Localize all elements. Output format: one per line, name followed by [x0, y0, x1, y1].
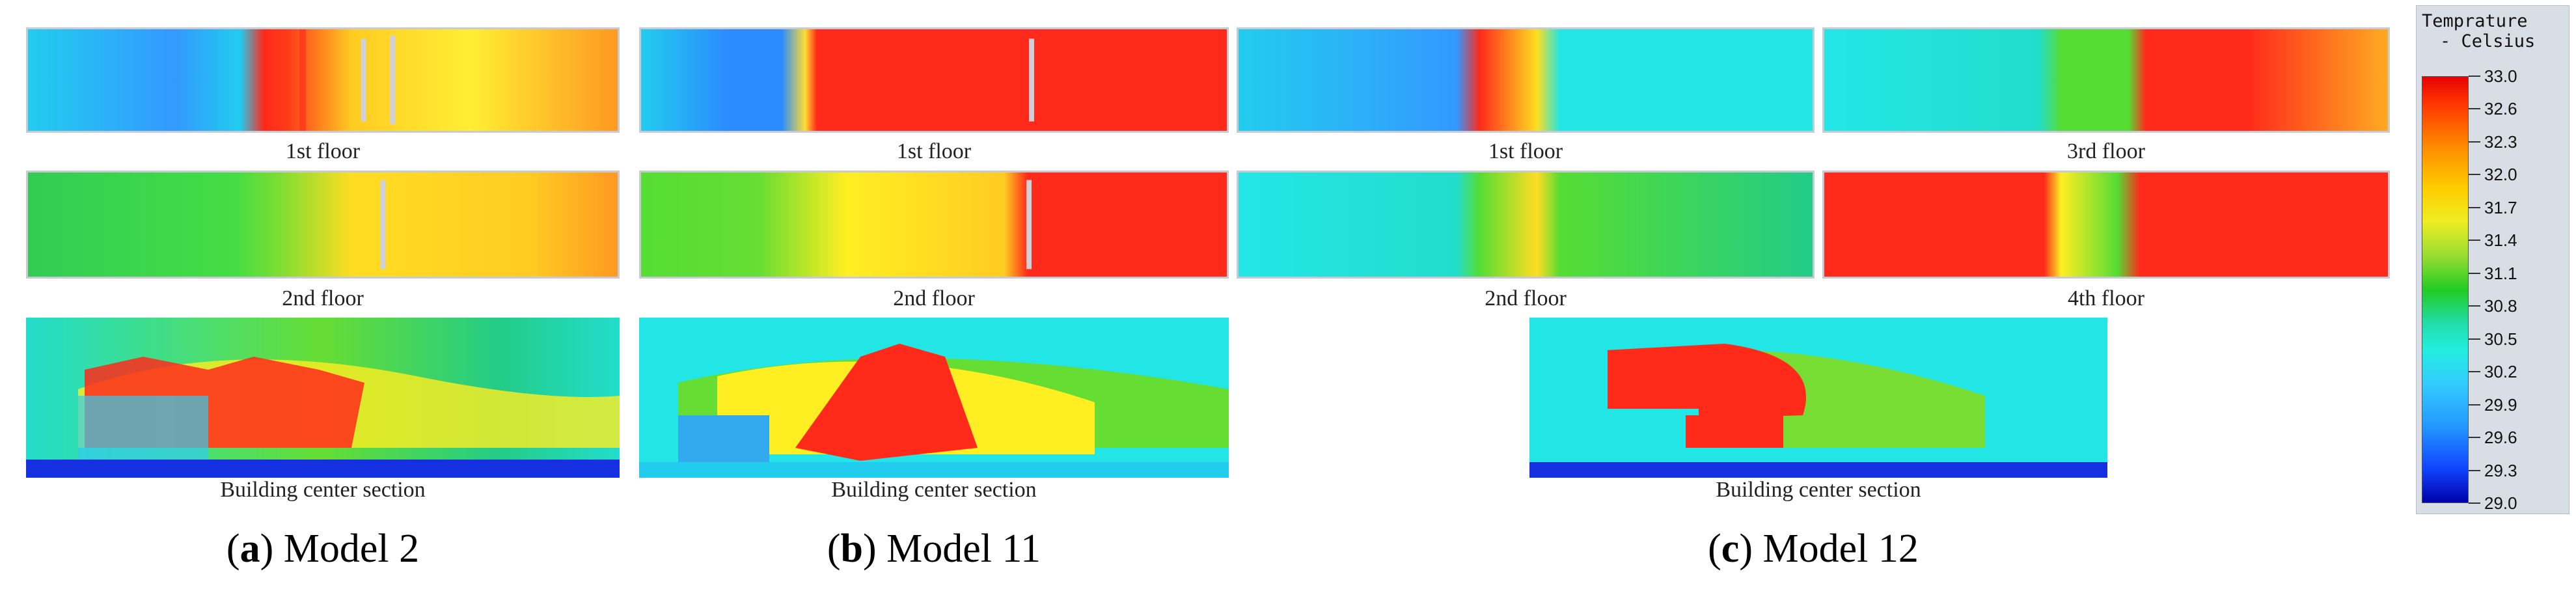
legend-tick	[2469, 338, 2480, 340]
legend-title-line1: Temprature	[2422, 11, 2528, 31]
legend-tick-label: 29.9	[2484, 394, 2517, 415]
legend-tick-label: 31.4	[2484, 230, 2517, 251]
model11-caption: (b) Model 11	[827, 527, 1041, 571]
legend-color-bar	[2422, 76, 2469, 503]
legend-tick-label: 31.1	[2484, 263, 2517, 283]
legend-tick	[2469, 437, 2480, 439]
legend-tick-label: 30.5	[2484, 329, 2517, 349]
legend-tick-label: 30.8	[2484, 296, 2517, 316]
model12-floor3-label: 3rd floor	[2067, 139, 2145, 163]
model12-floor1-plot	[1237, 27, 1815, 133]
model12-floor2-plot	[1237, 171, 1815, 279]
legend-tick-label: 33.0	[2484, 66, 2517, 86]
legend-tick-label: 29.6	[2484, 428, 2517, 448]
legend-title-line2: - Celsius	[2440, 31, 2536, 51]
model11-floor1-label: 1st floor	[896, 139, 972, 163]
model11-floor2-label: 2nd floor	[893, 286, 975, 310]
legend-tick	[2469, 502, 2480, 504]
model2-floor1-plot	[26, 27, 620, 133]
legend-tick	[2469, 404, 2480, 405]
model2-section-plot	[26, 318, 620, 478]
model12-floor4-label: 4th floor	[2067, 286, 2145, 310]
model11-section-label: Building center section	[831, 478, 1037, 502]
model12-floor1-label: 1st floor	[1488, 139, 1563, 163]
temperature-legend: Temprature - Celsius 33.0 32.6 32.3 32.0 31.…	[2416, 5, 2569, 514]
model12-floor4-plot	[1822, 171, 2390, 279]
legend-tick-label: 29.3	[2484, 460, 2517, 480]
model11-section-plot	[639, 318, 1229, 478]
model2-caption: (a) Model 2	[226, 527, 420, 571]
model11-floor2-plot	[639, 171, 1229, 279]
legend-tick	[2469, 371, 2480, 373]
legend-tick	[2469, 305, 2480, 307]
legend-tick	[2469, 206, 2480, 208]
legend-tick-label: 32.6	[2484, 99, 2517, 119]
legend-tick	[2469, 272, 2480, 274]
legend-tick-label: 32.3	[2484, 131, 2517, 152]
model2-floor1-label: 1st floor	[285, 139, 361, 163]
legend-tick-label: 30.2	[2484, 362, 2517, 382]
model2-floor2-plot	[26, 171, 620, 279]
legend-tick	[2469, 108, 2480, 110]
model12-floor3-plot	[1822, 27, 2390, 133]
model12-section-plot	[1529, 318, 2107, 478]
legend-tick-label: 29.0	[2484, 493, 2517, 513]
model2-floor2-label: 2nd floor	[282, 286, 364, 310]
model11-floor1-plot	[639, 27, 1229, 133]
model12-section-label: Building center section	[1716, 478, 1921, 502]
legend-tick-label: 31.7	[2484, 197, 2517, 217]
model12-caption: (c) Model 12	[1708, 527, 1919, 571]
legend-tick	[2469, 174, 2480, 176]
legend-tick	[2469, 141, 2480, 143]
legend-tick-label: 32.0	[2484, 165, 2517, 185]
legend-tick	[2469, 469, 2480, 471]
legend-tick	[2469, 240, 2480, 241]
legend-tick	[2469, 76, 2480, 77]
legend-title: Temprature - Celsius	[2422, 11, 2565, 51]
model12-floor2-label: 2nd floor	[1485, 286, 1567, 310]
model2-section-label: Building center section	[220, 478, 426, 502]
